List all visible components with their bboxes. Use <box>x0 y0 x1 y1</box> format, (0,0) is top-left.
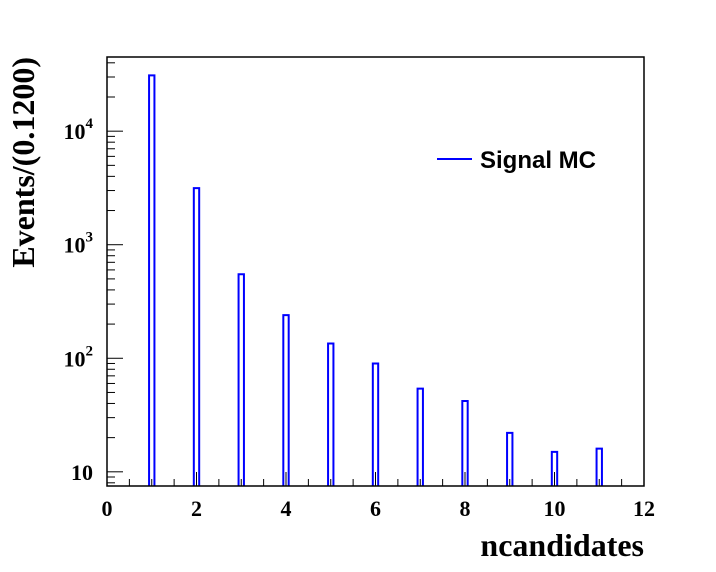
x-tick-labels: 0 2 4 6 8 10 12 <box>102 496 656 521</box>
x-tick-label: 6 <box>370 496 381 521</box>
y-axis-title: Events/(0.1200) <box>5 57 41 268</box>
histogram-bin-11 <box>595 447 603 486</box>
histogram-bin-8 <box>461 400 469 486</box>
y-tick-label: 10 <box>71 460 93 485</box>
x-tick-label: 10 <box>544 496 566 521</box>
x-tick-label: 12 <box>633 496 655 521</box>
axis-ticks <box>106 62 645 486</box>
y-tick-labels: 10 102 103 104 <box>64 116 94 485</box>
histogram-bin-10 <box>550 450 559 486</box>
x-tick-label: 4 <box>281 496 292 521</box>
histogram-bars <box>148 74 603 486</box>
x-tick-label: 2 <box>191 496 202 521</box>
x-tick-label: 8 <box>460 496 471 521</box>
histogram-bin-6 <box>371 362 380 486</box>
y-tick-label: 103 <box>64 230 94 258</box>
legend-label-signal-mc: Signal MC <box>480 147 596 174</box>
histogram-bin-2 <box>192 187 201 486</box>
legend: Signal MC <box>437 147 596 174</box>
histogram-bin-1 <box>148 74 156 486</box>
x-axis-title: ncandidates <box>480 527 644 563</box>
plot-frame <box>106 56 645 487</box>
histogram-bin-3 <box>237 273 245 486</box>
histogram-bin-9 <box>506 431 514 486</box>
histogram-bin-4 <box>282 314 290 486</box>
histogram-bin-5 <box>327 342 335 486</box>
histogram-bin-7 <box>416 387 424 486</box>
y-tick-label: 102 <box>64 343 94 371</box>
x-tick-label: 0 <box>102 496 113 521</box>
y-tick-label: 104 <box>64 116 94 144</box>
